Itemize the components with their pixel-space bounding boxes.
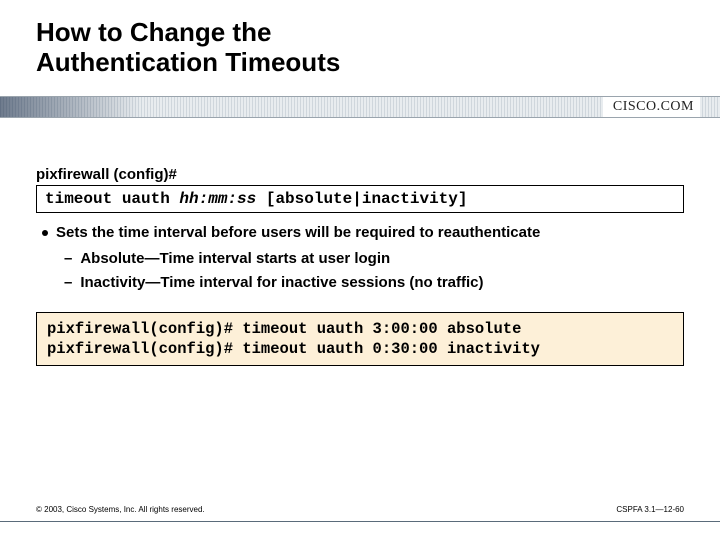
content-area: pixfirewall (config)# timeout uauth hh:m…	[36, 136, 684, 366]
title-line-1: How to Change the	[36, 17, 271, 47]
title-line-2: Authentication Timeouts	[36, 47, 340, 77]
bullet-sub-2-text: Inactivity—Time interval for inactive se…	[80, 273, 483, 293]
copyright: © 2003, Cisco Systems, Inc. All rights r…	[36, 505, 205, 514]
bottom-rule	[0, 521, 720, 522]
syntax-rest: [absolute|inactivity]	[256, 190, 467, 208]
bullet-sub-1-text: Absolute—Time interval starts at user lo…	[80, 249, 390, 269]
bullet-sub-2: – Inactivity—Time interval for inactive …	[64, 273, 684, 293]
page-title: How to Change the Authentication Timeout…	[36, 18, 684, 78]
footer: © 2003, Cisco Systems, Inc. All rights r…	[36, 505, 684, 514]
divider-band: CISCO.COM	[0, 92, 720, 122]
example-line-2: pixfirewall(config)# timeout uauth 0:30:…	[47, 340, 540, 358]
slide-id: CSPFA 3.1—12-60	[616, 505, 684, 514]
bullet-dot-icon	[42, 230, 48, 236]
brand-label: CISCO.COM	[603, 97, 700, 117]
bullet-main: Sets the time interval before users will…	[42, 223, 684, 243]
prompt-label: pixfirewall (config)#	[36, 166, 684, 183]
bullet-list: Sets the time interval before users will…	[42, 223, 684, 294]
syntax-arg: hh:mm:ss	[179, 190, 256, 208]
bullet-main-text: Sets the time interval before users will…	[56, 223, 540, 243]
bullet-sub-1: – Absolute—Time interval starts at user …	[64, 249, 684, 269]
slide: How to Change the Authentication Timeout…	[0, 0, 720, 540]
bullet-dash-icon: –	[64, 249, 72, 269]
example-box: pixfirewall(config)# timeout uauth 3:00:…	[36, 312, 684, 366]
syntax-box: timeout uauth hh:mm:ss [absolute|inactiv…	[36, 185, 684, 213]
bullet-dash-icon: –	[64, 273, 72, 293]
syntax-cmd: timeout uauth	[45, 190, 179, 208]
example-line-1: pixfirewall(config)# timeout uauth 3:00:…	[47, 320, 521, 338]
